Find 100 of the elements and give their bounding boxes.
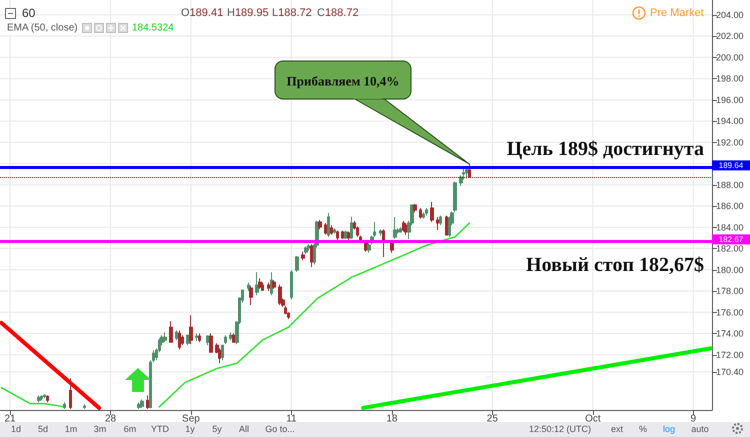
text: Go to...: [265, 424, 295, 434]
annotation: O189.41: [181, 7, 224, 19]
annotation: EMA (50, close): [7, 22, 78, 34]
y-tick-label: 202.00: [716, 31, 744, 42]
candlestick: [247, 282, 250, 292]
text: 1m: [64, 424, 78, 434]
candlestick: [290, 270, 293, 300]
candlestick: [284, 305, 287, 315]
annotation: Прибавляем 10,4%: [286, 74, 400, 88]
candlestick: [43, 394, 46, 399]
candlestick: [453, 181, 457, 213]
candlestick: [439, 215, 442, 226]
candlestick: [327, 212, 330, 238]
x-tick-label: Oct: [585, 414, 601, 424]
y-tick-label: 198.00: [716, 74, 744, 84]
candlestick: [46, 394, 49, 403]
candlestick: [181, 334, 184, 346]
y-tick-label: 204.00: [716, 10, 744, 20]
candlestick: [350, 216, 353, 240]
candlestick: [419, 208, 422, 220]
candlestick: [198, 333, 201, 343]
candlestick: [140, 398, 144, 408]
text: 1y: [185, 424, 196, 434]
text: ext: [610, 424, 624, 434]
annotation: 184.5324: [132, 22, 174, 34]
annotation: L188.72: [272, 7, 312, 19]
annotation: Цель 189$ достигнута: [506, 138, 704, 160]
annotation: Новый стоп 182,67$: [526, 254, 704, 276]
candlestick: [382, 228, 385, 258]
candlestick: [399, 226, 402, 234]
candlestick: [422, 212, 425, 220]
candlestick: [330, 224, 333, 236]
text: All: [238, 424, 250, 434]
text: 3m: [94, 424, 106, 434]
text: YTD: [151, 424, 170, 434]
text: auto: [691, 424, 709, 434]
x-tick-label: 18: [386, 414, 398, 424]
annotation: H189.95: [227, 7, 269, 19]
candlestick: [224, 334, 227, 345]
candlestick: [178, 330, 181, 350]
x-tick-label: 25: [486, 414, 498, 424]
candlestick: [445, 215, 448, 236]
y-tick-label: 184.00: [716, 222, 744, 232]
y-tick-label: 188.00: [716, 180, 744, 190]
text: log: [662, 424, 676, 434]
candlestick: [413, 203, 417, 213]
x-tick-label: 11: [286, 414, 298, 424]
y-tick-label: 194.00: [716, 116, 744, 126]
candlestick: [468, 164, 471, 178]
y-tick-label: 196.00: [716, 94, 744, 105]
annotation: Pre Market: [650, 7, 704, 19]
candlestick: [270, 272, 273, 296]
candlestick: [189, 314, 193, 345]
text: 6m: [124, 424, 136, 434]
y-tick-label: 180.00: [716, 264, 744, 275]
x-tick-label: 28: [104, 414, 117, 424]
candlestick: [195, 333, 198, 342]
candlestick: [37, 394, 41, 403]
text: 5d: [38, 424, 48, 434]
y-tick-label: 192.00: [716, 137, 744, 148]
candlestick: [218, 348, 221, 364]
candlestick: [301, 251, 305, 261]
candlestick: [229, 332, 233, 341]
candlestick: [163, 332, 167, 343]
candlestick: [175, 330, 178, 341]
candlestick: [307, 244, 310, 252]
candlestick: [465, 165, 468, 179]
y-tick-label: 176.00: [716, 307, 744, 318]
text: 5y: [212, 424, 222, 434]
candlestick: [304, 246, 308, 254]
x-tick-label: 9: [690, 414, 697, 424]
candlestick: [336, 230, 339, 241]
candlestick: [278, 284, 282, 306]
ref-line-label: 189.64: [718, 160, 744, 170]
candlestick: [393, 216, 397, 240]
x-tick-label: 21: [4, 414, 16, 424]
candlestick: [295, 255, 299, 272]
candlestick: [430, 201, 434, 222]
candlestick: [255, 272, 259, 296]
text: 60: [22, 6, 36, 20]
text: 12:50:12 (UTC): [528, 424, 592, 434]
candlestick: [249, 285, 253, 306]
candlestick: [318, 219, 322, 230]
candlestick: [425, 208, 428, 216]
y-tick-label: 182.00: [716, 244, 744, 254]
candlestick: [379, 228, 382, 236]
candlestick: [367, 242, 371, 254]
ref-line-label: 182.67: [718, 234, 744, 244]
y-tick-label: 174.00: [716, 328, 744, 339]
text: %: [638, 424, 648, 434]
x-tick-label: Sep: [182, 414, 200, 424]
line-series: [158, 222, 470, 408]
candlestick: [333, 228, 336, 234]
candlestick: [209, 332, 213, 353]
y-tick-label: 172.00: [716, 350, 744, 360]
candlestick: [267, 282, 270, 292]
candlestick: [40, 394, 43, 401]
candlestick: [169, 320, 173, 343]
y-tick-label: 178.00: [716, 286, 744, 296]
candlestick: [186, 334, 190, 346]
